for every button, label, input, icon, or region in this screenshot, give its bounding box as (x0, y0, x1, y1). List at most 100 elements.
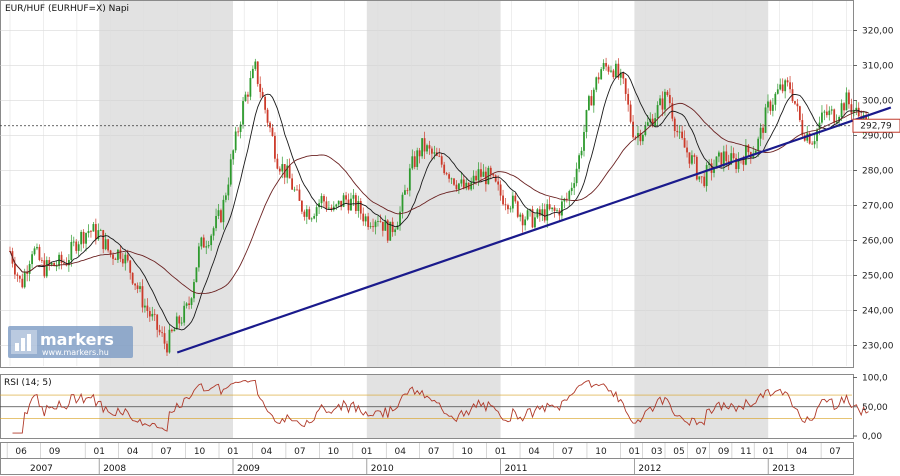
candle (251, 65, 254, 79)
x-month-label: 03 (651, 447, 662, 457)
x-month-label: 11 (740, 447, 751, 457)
candle (313, 213, 316, 220)
x-month-label: 10 (194, 447, 206, 457)
price-y-ticks: 230,00 240,00 250,00 260,00 270,00 280,00 290,… (853, 27, 894, 352)
candle (274, 132, 276, 163)
candle (227, 177, 230, 201)
candle (85, 232, 87, 252)
candle (254, 58, 257, 71)
candle (369, 222, 372, 229)
candle (352, 188, 355, 206)
candle (161, 326, 163, 337)
candle (45, 256, 48, 279)
rsi-y-ticks: 0,00 50,00 100,0 (853, 374, 888, 442)
x-year-label: 2007 (30, 464, 53, 474)
candle (151, 306, 154, 321)
candle (36, 243, 38, 251)
candle (453, 177, 455, 186)
candle (423, 131, 426, 160)
x-month-label: 07 (829, 447, 840, 457)
candle (828, 106, 831, 121)
candle (524, 216, 527, 231)
candle (546, 199, 549, 228)
candle (239, 121, 242, 139)
candle (212, 226, 215, 241)
chart-title: EUR/HUF (EURHUF=X) Napi (5, 4, 129, 14)
candle (335, 203, 338, 211)
candle (178, 315, 181, 329)
candle (308, 206, 311, 220)
candle (359, 198, 362, 220)
candle (144, 298, 146, 313)
candle (480, 162, 482, 183)
candle (283, 164, 286, 185)
candle (561, 195, 563, 222)
candle (813, 134, 816, 149)
candle (816, 127, 818, 149)
candle (33, 246, 36, 256)
candle (455, 180, 458, 192)
y-tick-label: 320,00 (862, 27, 894, 37)
x-year-label: 2010 (371, 464, 394, 474)
candle (411, 149, 414, 171)
candle (146, 298, 149, 318)
candle (440, 152, 443, 168)
candle (556, 208, 558, 213)
candle (639, 129, 642, 146)
candle (497, 175, 500, 191)
candle (362, 207, 365, 226)
moving-average-short (9, 71, 869, 331)
x-month-label: 01 (762, 447, 773, 457)
candle (428, 140, 431, 155)
candle (185, 302, 188, 309)
candle (406, 187, 409, 195)
candle (502, 189, 504, 206)
rsi-title: RSI (14; 5) (4, 378, 52, 388)
y-tick-label: 280,00 (862, 167, 894, 177)
candle (676, 124, 679, 137)
candle (408, 163, 411, 197)
candle (114, 257, 117, 260)
candle (247, 91, 249, 104)
candle (112, 252, 114, 265)
candle (808, 132, 811, 145)
candle (835, 114, 838, 124)
x-month-label: 01 (93, 447, 104, 457)
x-month-label: 07 (696, 447, 707, 457)
x-month-label: 07 (294, 447, 305, 457)
candle (462, 174, 465, 190)
candle (136, 282, 139, 294)
candle (259, 76, 262, 99)
candle (384, 215, 387, 231)
support-trendline (176, 106, 892, 354)
candle (516, 200, 519, 219)
candle (107, 238, 110, 253)
candle (217, 204, 220, 220)
candle (288, 158, 291, 179)
candle (855, 100, 858, 116)
candle (261, 87, 264, 98)
candle (632, 114, 634, 140)
candle (779, 78, 782, 91)
candle (75, 239, 78, 254)
candle (705, 162, 708, 192)
x-month-label: 04 (395, 447, 407, 457)
candle (200, 236, 203, 250)
candle (404, 184, 406, 195)
candle (77, 241, 80, 257)
candle (745, 139, 747, 166)
shaded-year-2008 (99, 1, 233, 367)
candle (811, 141, 814, 145)
candle (163, 326, 166, 350)
candle (526, 208, 529, 221)
candle (291, 173, 293, 191)
candle (318, 199, 320, 215)
candle (489, 165, 492, 180)
candle (38, 244, 41, 262)
candle (784, 78, 787, 99)
rsi-year-shading (99, 375, 769, 438)
candle (168, 324, 171, 354)
rsi-line (12, 379, 869, 434)
x-month-label: 07 (562, 447, 573, 457)
